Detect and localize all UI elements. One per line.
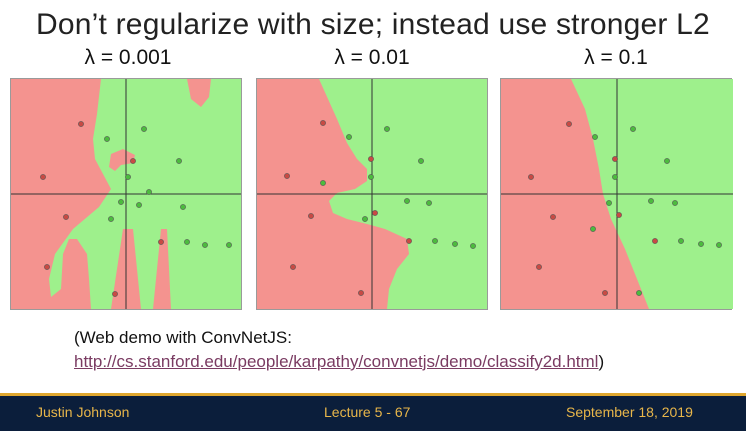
footer-lecture: Lecture 5 - 67 <box>324 404 411 420</box>
decision-boundary-panel-3 <box>500 78 733 310</box>
slide-title: Don’t regularize with size; instead use … <box>36 8 710 41</box>
footer-date: September 18, 2019 <box>566 404 693 420</box>
panel-1-label: λ = 0.001 <box>84 46 172 69</box>
footer-author: Justin Johnson <box>36 404 130 420</box>
panel-2-label: λ = 0.01 <box>334 46 410 69</box>
demo-note-line1: (Web demo with ConvNetJS: <box>74 328 292 347</box>
demo-link[interactable]: http://cs.stanford.edu/people/karpathy/c… <box>74 352 599 371</box>
decision-boundary-panel-1 <box>10 78 242 310</box>
decision-boundary-panel-2 <box>256 78 488 310</box>
demo-note-line2: http://cs.stanford.edu/people/karpathy/c… <box>74 350 604 374</box>
demo-note: (Web demo with ConvNetJS: http://cs.stan… <box>74 326 604 374</box>
slide-footer: Justin Johnson Lecture 5 - 67 September … <box>0 393 746 431</box>
panel-3-label: λ = 0.1 <box>584 46 648 69</box>
demo-note-close: ) <box>598 352 605 371</box>
